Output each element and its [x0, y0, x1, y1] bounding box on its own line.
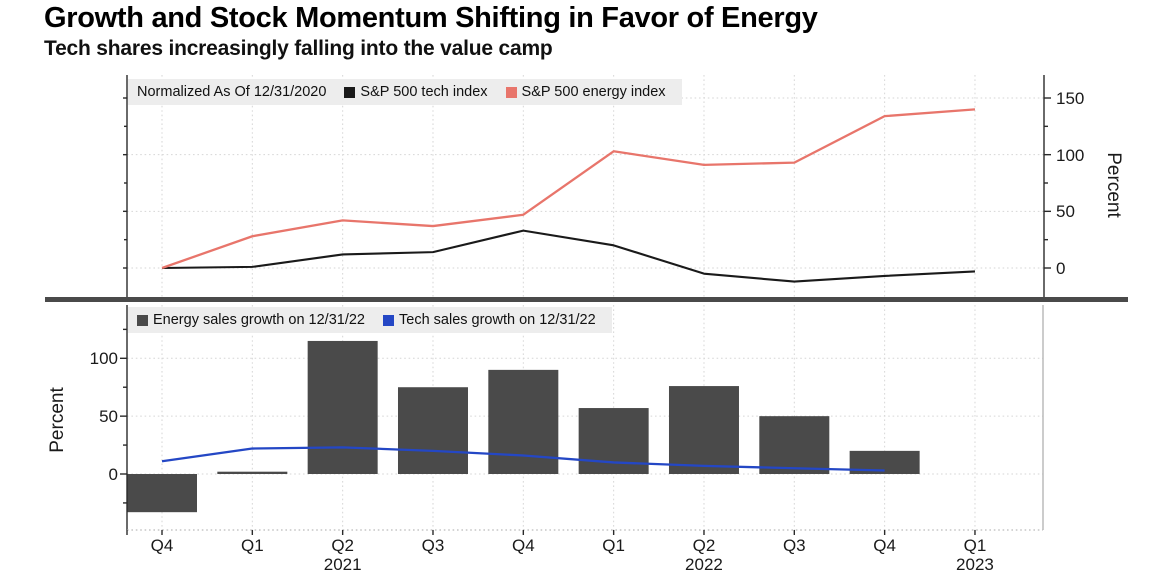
top-yaxis-label: Percent [1103, 152, 1124, 218]
bottom-chart-axes [120, 305, 1044, 535]
energy-sales-bar [849, 450, 920, 474]
chart-title: Growth and Stock Momentum Shifting in Fa… [44, 2, 818, 34]
legend-label-energy-sales: Energy sales growth on 12/31/22 [153, 312, 365, 328]
top-ytick-label: 0 [1056, 259, 1066, 278]
energy-index-line [161, 108, 976, 270]
x-year-label: 2023 [956, 555, 994, 574]
tech-sales-line-group [161, 446, 885, 472]
x-tick-label: Q3 [421, 536, 445, 555]
x-tick-label: Q1 [602, 536, 625, 555]
x-tick-label: Q1 [240, 536, 264, 555]
legend-item-energy-index: S&P 500 energy index [505, 84, 666, 100]
legend-item-tech-sales: Tech sales growth on 12/31/22 [383, 312, 596, 328]
energy-index-swatch [505, 86, 517, 98]
bottom-yaxis-label: Percent [47, 387, 68, 453]
top-chart-legend: Normalized As Of 12/31/2020 S&P 500 tech… [128, 79, 682, 105]
x-tick-label: Q4 [150, 536, 174, 555]
x-tick-label: Q3 [782, 536, 806, 555]
legend-label-tech-index: S&P 500 tech index [360, 84, 488, 100]
energy-sales-bar [127, 474, 197, 513]
top-ytick-label: 100 [1056, 145, 1085, 165]
top-chart-grid [127, 75, 1044, 297]
energy-sales-bar [668, 386, 739, 474]
tech-index-line [161, 229, 976, 283]
energy-sales-swatch [137, 314, 148, 326]
bottom-chart-legend: Energy sales growth on 12/31/22 Tech sal… [128, 307, 612, 333]
x-year-label: 2022 [685, 555, 723, 574]
tech-index-swatch [344, 86, 356, 98]
tech-sales-line [161, 446, 885, 472]
x-tick-label: Q2 [692, 536, 716, 555]
x-year-label: 2021 [323, 555, 362, 574]
top-chart-series [161, 108, 976, 283]
x-tick-label: Q4 [873, 536, 896, 555]
x-tick-label: Q2 [331, 536, 354, 555]
legend-item-energy-sales: Energy sales growth on 12/31/22 [137, 312, 365, 328]
top-ytick-label: 50 [1056, 202, 1075, 222]
x-tick-label: Q4 [511, 536, 535, 555]
energy-sales-bar [217, 471, 288, 474]
legend-label-tech-sales: Tech sales growth on 12/31/22 [399, 312, 596, 328]
energy-sales-bar [759, 416, 830, 474]
bottom-ytick-label: 50 [99, 407, 118, 427]
energy-sales-bar [307, 340, 378, 474]
chart-subtitle: Tech shares increasingly falling into th… [44, 37, 553, 60]
panel-separator [45, 297, 1128, 302]
energy-sales-bar [397, 387, 468, 474]
bottom-ytick-label: 100 [89, 349, 118, 369]
normalization-note: Normalized As Of 12/31/2020 [137, 84, 327, 100]
top-chart-axes [123, 75, 1051, 297]
bottom-ytick-label: 0 [108, 465, 118, 484]
x-tick-label: Q1 [963, 536, 987, 555]
tech-sales-swatch [383, 314, 394, 326]
top-ytick-label: 150 [1056, 89, 1085, 108]
legend-label-energy-index: S&P 500 energy index [521, 84, 666, 100]
legend-item-tech-index: S&P 500 tech index [344, 84, 488, 100]
